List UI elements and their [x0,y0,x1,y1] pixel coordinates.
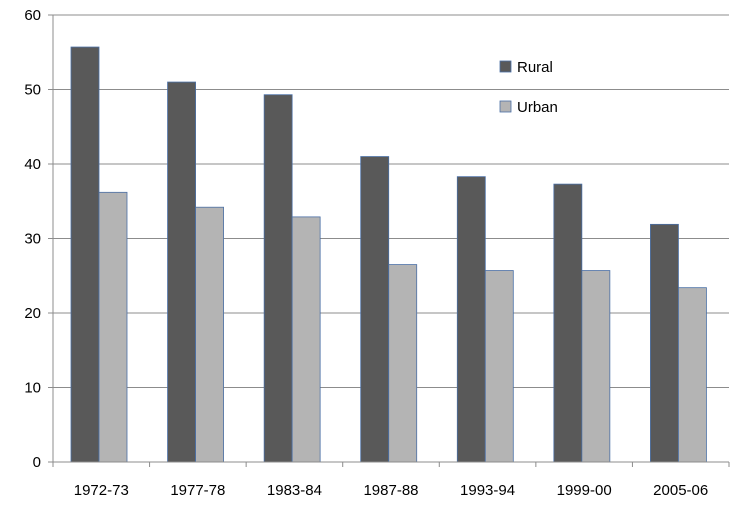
bar-rural-1993-94 [456,176,486,463]
bar-urban-1999-00 [581,270,611,463]
bar-rural-1972-73 [70,46,100,463]
y-tick-labels: 0 10 20 30 40 50 60 [24,7,41,471]
bar-rural-1977-78 [167,81,196,463]
gridlines [53,14,729,388]
bar-urban-1993-94 [484,270,514,463]
y-tick-label: 60 [24,7,41,24]
y-tick-label: 30 [24,231,41,248]
x-tick-label: 1983-84 [267,482,322,499]
bar-urban-1983-84 [291,216,321,463]
x-tick-label: 1987-88 [363,482,418,499]
x-tick-labels: 1972-73 1977-78 1983-84 1987-88 1993-94 1999-… [74,482,708,499]
bar-rural-2005-06 [650,223,679,463]
legend: Rural Urban [499,59,558,116]
x-tick-label: 1977-78 [170,482,225,499]
bar-urban-1977-78 [195,206,224,463]
y-tick-label: 40 [24,156,41,173]
legend-swatch-urban [499,100,512,113]
x-tick-label: 2005-06 [653,482,708,499]
x-tick-label: 1999-00 [557,482,612,499]
bar-rural-1987-88 [360,156,390,463]
y-tick-label: 10 [24,380,41,397]
x-tick-label: 1993-94 [460,482,515,499]
y-tick-label: 0 [33,454,41,471]
legend-label-urban: Urban [517,99,558,116]
bar-rural-1983-84 [263,94,293,463]
bars [70,46,707,463]
x-tick-label: 1972-73 [74,482,129,499]
bar-rural-1999-00 [553,183,583,463]
y-tick-label: 50 [24,82,41,99]
bar-urban-1972-73 [98,191,128,463]
y-tick-label: 20 [24,305,41,322]
legend-swatch-rural [499,60,512,73]
axes [48,14,730,467]
bar-urban-2005-06 [678,287,707,463]
legend-label-rural: Rural [517,59,553,76]
bar-urban-1987-88 [388,264,418,463]
